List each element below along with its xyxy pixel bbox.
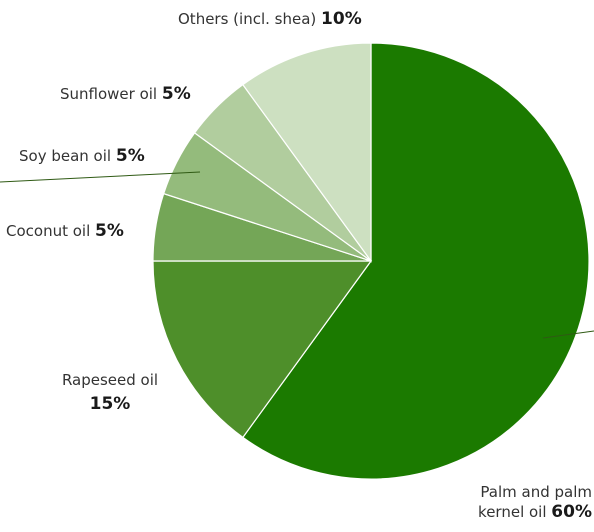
slice-name-palm-line2: kernel oil [478, 503, 547, 521]
slice-value-palm: 60% [551, 502, 592, 522]
leader-line-palm [542, 330, 594, 339]
pie-slice-others [242, 42, 372, 263]
slice-value-coconut: 5% [95, 221, 124, 241]
slice-label-palm: Palm and palm kernel oil 60% [446, 482, 592, 522]
slice-name-sunflower: Sunflower oil [60, 85, 158, 103]
pie-slice-rapeseed [152, 260, 373, 439]
slice-value-sunflower: 5% [161, 84, 191, 104]
slice-name-rapeseed: Rapeseed oil [61, 371, 159, 389]
leader-line-soy [0, 171, 201, 183]
slice-name-soy: Soy bean oil [19, 147, 112, 165]
slice-name-palm-line1: Palm and palm [480, 483, 592, 501]
slice-value-others: 10% [321, 9, 362, 29]
slice-name-coconut: Coconut oil [6, 222, 91, 240]
slice-name-others: Others (incl. shea) [178, 10, 317, 28]
slice-label-others: Others (incl. shea) 10% [178, 9, 362, 29]
slice-value-soy: 5% [115, 146, 145, 166]
pie-slices [152, 42, 590, 480]
slice-label-rapeseed: Rapeseed oil 15% [40, 370, 180, 414]
pie-slice-palm [242, 42, 590, 480]
slice-value-rapeseed: 15% [89, 394, 131, 414]
slice-label-soy: Soy bean oil 5% [19, 146, 145, 166]
leader-lines [0, 171, 594, 339]
slice-label-sunflower: Sunflower oil 5% [60, 84, 191, 104]
slice-label-coconut: Coconut oil 5% [6, 221, 124, 241]
